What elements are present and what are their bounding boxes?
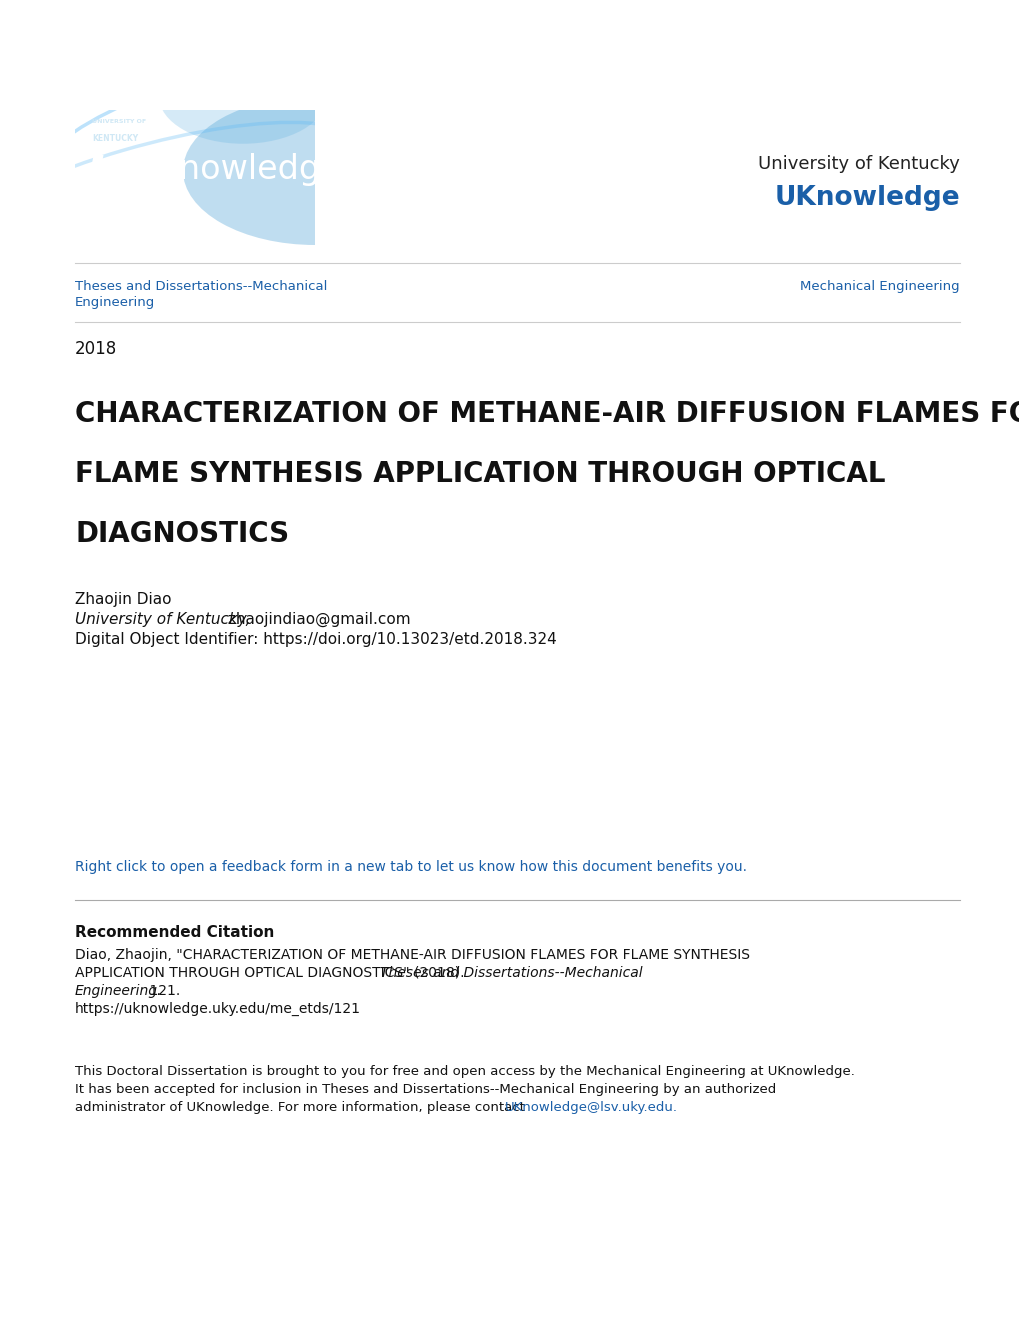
Text: Engineering.: Engineering.	[75, 983, 162, 998]
Text: Right click to open a feedback form in a new tab to let us know how this documen: Right click to open a feedback form in a…	[75, 861, 746, 874]
Text: 2018: 2018	[75, 341, 117, 358]
Text: Diao, Zhaojin, "CHARACTERIZATION OF METHANE-AIR DIFFUSION FLAMES FOR FLAME SYNTH: Diao, Zhaojin, "CHARACTERIZATION OF METH…	[75, 948, 749, 962]
Text: UKnowledge@lsv.uky.edu.: UKnowledge@lsv.uky.edu.	[504, 1101, 678, 1114]
Text: CHARACTERIZATION OF METHANE-AIR DIFFUSION FLAMES FOR: CHARACTERIZATION OF METHANE-AIR DIFFUSIO…	[75, 400, 1019, 428]
Text: This Doctoral Dissertation is brought to you for free and open access by the Mec: This Doctoral Dissertation is brought to…	[75, 1065, 854, 1078]
Text: DIAGNOSTICS: DIAGNOSTICS	[75, 520, 288, 548]
Text: Theses and Dissertations--Mechanical: Theses and Dissertations--Mechanical	[75, 280, 327, 293]
Text: Digital Object Identifier: https://doi.org/10.13023/etd.2018.324: Digital Object Identifier: https://doi.o…	[75, 632, 556, 647]
Text: https://uknowledge.uky.edu/me_etds/121: https://uknowledge.uky.edu/me_etds/121	[75, 1002, 361, 1016]
Text: Engineering: Engineering	[75, 296, 155, 309]
Text: UNIVERSITY OF: UNIVERSITY OF	[92, 119, 146, 124]
Text: FLAME SYNTHESIS APPLICATION THROUGH OPTICAL: FLAME SYNTHESIS APPLICATION THROUGH OPTI…	[75, 459, 884, 488]
Circle shape	[182, 96, 446, 246]
Text: Theses and Dissertations--Mechanical: Theses and Dissertations--Mechanical	[380, 966, 642, 979]
Text: Zhaojin Diao: Zhaojin Diao	[75, 591, 171, 607]
Text: University of Kentucky,: University of Kentucky,	[75, 612, 251, 627]
Text: APPLICATION THROUGH OPTICAL DIAGNOSTICS" (2018).: APPLICATION THROUGH OPTICAL DIAGNOSTICS"…	[75, 966, 469, 979]
Text: nowledge: nowledge	[179, 153, 340, 186]
Text: Recommended Citation: Recommended Citation	[75, 925, 274, 940]
Text: Mechanical Engineering: Mechanical Engineering	[800, 280, 959, 293]
Text: University of Kentucky: University of Kentucky	[757, 154, 959, 173]
Text: administrator of UKnowledge. For more information, please contact: administrator of UKnowledge. For more in…	[75, 1101, 529, 1114]
Text: UKnowledge: UKnowledge	[773, 185, 959, 211]
Circle shape	[159, 49, 327, 144]
Text: UK: UK	[85, 153, 168, 205]
Text: It has been accepted for inclusion in Theses and Dissertations--Mechanical Engin: It has been accepted for inclusion in Th…	[75, 1082, 775, 1096]
Text: KENTUCKY: KENTUCKY	[92, 135, 138, 144]
Text: zhaojindiao@gmail.com: zhaojindiao@gmail.com	[223, 612, 411, 627]
Text: 121.: 121.	[145, 983, 180, 998]
